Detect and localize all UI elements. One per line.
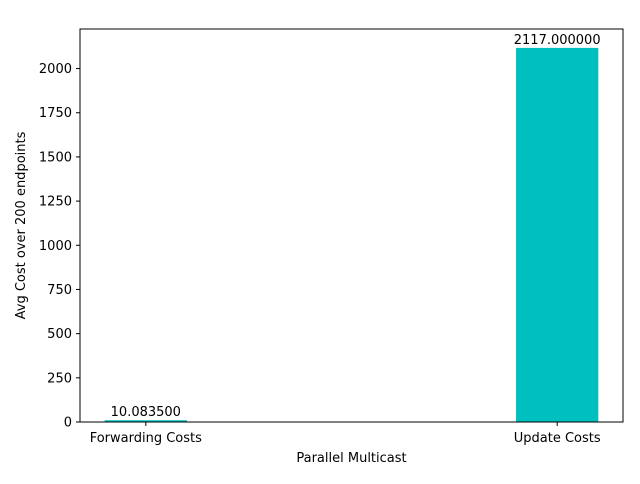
value-label-0: 10.083500 — [111, 405, 181, 420]
y-tick-label-2: 500 — [47, 327, 72, 342]
bar-0 — [104, 420, 187, 422]
value-label-1: 2117.000000 — [514, 33, 601, 48]
y-tick-label-1: 250 — [47, 371, 72, 386]
x-ticks: Forwarding Costs Update Costs — [90, 422, 601, 446]
y-tick-label-8: 2000 — [39, 62, 72, 77]
x-axis-label: Parallel Multicast — [296, 451, 406, 466]
value-labels: 10.083500 2117.000000 — [111, 33, 601, 420]
y-tick-label-7: 1750 — [39, 106, 72, 121]
y-tick-label-5: 1250 — [39, 195, 72, 210]
bars-layer — [104, 47, 599, 423]
x-tick-label-1: Update Costs — [514, 431, 601, 446]
bar-1 — [516, 47, 599, 423]
y-axis-label: Avg Cost over 200 endpoints — [14, 131, 29, 319]
y-ticks: 0 250 500 750 1000 1250 1500 1750 2000 — [39, 62, 80, 431]
y-tick-label-3: 750 — [47, 283, 72, 298]
plot-frame — [79, 28, 624, 423]
y-tick-label-0: 0 — [64, 416, 72, 431]
y-tick-label-4: 1000 — [39, 239, 72, 254]
y-tick-label-6: 1500 — [39, 150, 72, 165]
x-tick-label-0: Forwarding Costs — [90, 431, 202, 446]
